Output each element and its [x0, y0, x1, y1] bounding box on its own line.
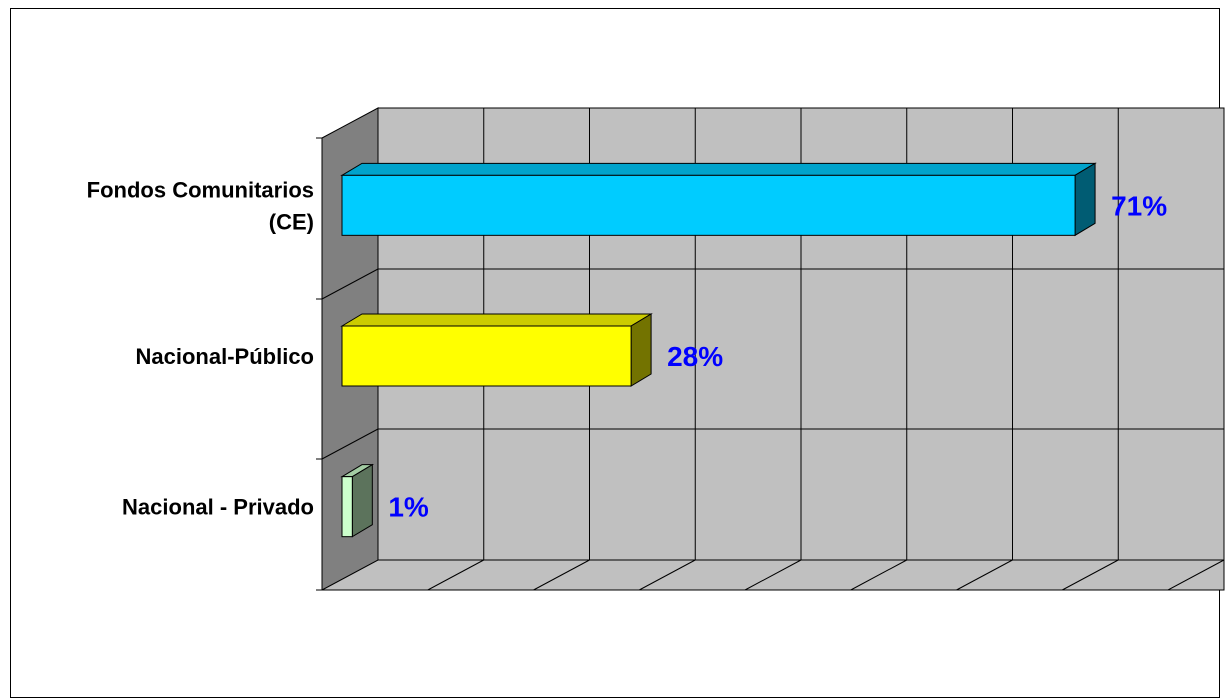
bar-top — [340, 162, 1097, 176]
gridline-floor — [427, 559, 484, 591]
gridline-floor — [533, 559, 590, 591]
bar-front — [341, 476, 353, 538]
data-label: 71% — [1111, 190, 1167, 221]
category-label-line: Nacional - Privado — [122, 495, 314, 520]
bar-1 — [340, 162, 1097, 237]
bar-side — [1074, 162, 1096, 237]
category-label-line: (CE) — [269, 209, 314, 234]
bar-2 — [340, 313, 653, 387]
bar-chart: Fondos Comunitarios (CE) Nacional-Público N… — [87, 107, 1225, 591]
bar-3 — [340, 463, 375, 538]
gridline-side — [321, 268, 379, 300]
gridline-floor — [744, 559, 802, 591]
data-label: 1% — [388, 492, 429, 523]
gridline-floor — [1062, 559, 1119, 591]
bar-side — [630, 313, 652, 387]
category-label: Nacional-Público — [136, 344, 314, 369]
bar-front — [341, 325, 632, 387]
bar-top — [340, 313, 653, 327]
category-label: Nacional - Privado — [122, 495, 314, 520]
gridline-floor — [850, 559, 907, 591]
data-label: 28% — [667, 341, 723, 372]
category-label: Fondos Comunitarios (CE) — [87, 177, 314, 234]
category-labels: Fondos Comunitarios (CE) Nacional-Público N… — [87, 177, 314, 519]
bar-side — [351, 463, 373, 538]
gridline-floor — [639, 559, 696, 591]
bar-front — [341, 174, 1076, 236]
chart-bars — [340, 162, 1097, 538]
data-labels: 71% 28% 1% — [388, 190, 1167, 522]
category-label-line: Fondos Comunitarios — [87, 177, 314, 202]
category-label-line: Nacional-Público — [136, 344, 314, 369]
gridline-floor — [956, 559, 1013, 591]
gridline-side — [321, 428, 379, 460]
